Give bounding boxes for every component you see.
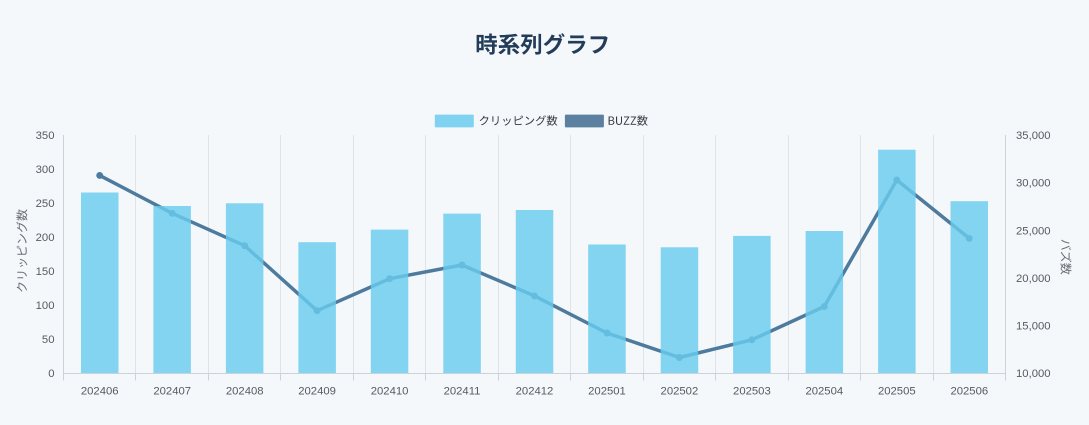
svg-text:202411: 202411 xyxy=(444,386,481,398)
svg-text:350: 350 xyxy=(36,130,55,142)
svg-text:30,000: 30,000 xyxy=(1016,178,1051,190)
svg-text:0: 0 xyxy=(48,368,54,380)
svg-text:50: 50 xyxy=(42,334,55,346)
svg-text:300: 300 xyxy=(36,164,55,176)
svg-text:202412: 202412 xyxy=(516,386,554,398)
svg-text:202503: 202503 xyxy=(733,386,771,398)
svg-text:100: 100 xyxy=(36,300,55,312)
svg-text:202409: 202409 xyxy=(298,386,336,398)
svg-text:15,000: 15,000 xyxy=(1016,321,1051,333)
svg-text:150: 150 xyxy=(36,266,55,278)
svg-text:202501: 202501 xyxy=(588,386,626,398)
svg-text:25,000: 25,000 xyxy=(1016,225,1051,237)
svg-text:35,000: 35,000 xyxy=(1016,130,1051,142)
svg-text:202406: 202406 xyxy=(81,386,119,398)
svg-text:202506: 202506 xyxy=(950,386,988,398)
svg-text:202505: 202505 xyxy=(878,386,916,398)
svg-text:200: 200 xyxy=(36,232,55,244)
svg-text:202410: 202410 xyxy=(371,386,409,398)
svg-text:202504: 202504 xyxy=(805,386,843,398)
svg-text:10,000: 10,000 xyxy=(1016,368,1051,380)
svg-text:202407: 202407 xyxy=(153,386,191,398)
svg-text:202408: 202408 xyxy=(226,386,264,398)
svg-text:250: 250 xyxy=(36,198,55,210)
svg-text:20,000: 20,000 xyxy=(1016,273,1051,285)
svg-text:202502: 202502 xyxy=(661,386,699,398)
